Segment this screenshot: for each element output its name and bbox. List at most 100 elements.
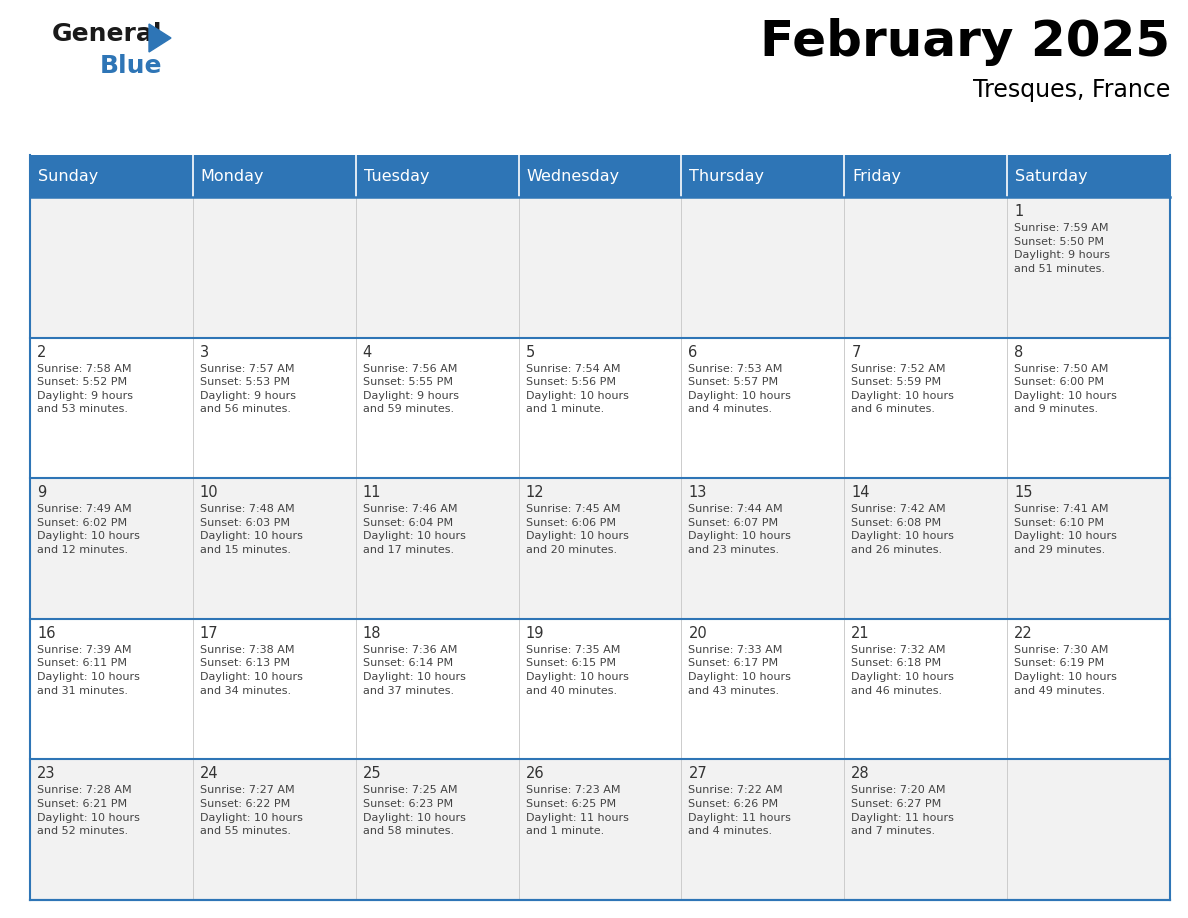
Text: Sunrise: 7:36 AM
Sunset: 6:14 PM
Daylight: 10 hours
and 37 minutes.: Sunrise: 7:36 AM Sunset: 6:14 PM Dayligh… <box>362 644 466 696</box>
Bar <box>355 478 519 619</box>
Text: Sunrise: 7:50 AM
Sunset: 6:00 PM
Daylight: 10 hours
and 9 minutes.: Sunrise: 7:50 AM Sunset: 6:00 PM Dayligh… <box>1015 364 1117 414</box>
Text: Sunrise: 7:35 AM
Sunset: 6:15 PM
Daylight: 10 hours
and 40 minutes.: Sunrise: 7:35 AM Sunset: 6:15 PM Dayligh… <box>525 644 628 696</box>
Text: 2: 2 <box>37 344 46 360</box>
Bar <box>682 619 845 759</box>
Text: Sunrise: 7:41 AM
Sunset: 6:10 PM
Daylight: 10 hours
and 29 minutes.: Sunrise: 7:41 AM Sunset: 6:10 PM Dayligh… <box>1015 504 1117 555</box>
Text: 24: 24 <box>200 767 219 781</box>
Text: Sunrise: 7:46 AM
Sunset: 6:04 PM
Daylight: 10 hours
and 17 minutes.: Sunrise: 7:46 AM Sunset: 6:04 PM Dayligh… <box>362 504 466 555</box>
Text: 12: 12 <box>525 486 544 500</box>
Bar <box>845 478 1007 619</box>
Bar <box>682 197 845 338</box>
Bar <box>845 759 1007 900</box>
Text: Sunrise: 7:32 AM
Sunset: 6:18 PM
Daylight: 10 hours
and 46 minutes.: Sunrise: 7:32 AM Sunset: 6:18 PM Dayligh… <box>852 644 954 696</box>
Text: 21: 21 <box>852 626 870 641</box>
Bar <box>1007 197 1170 338</box>
Bar <box>355 759 519 900</box>
Text: General: General <box>52 22 163 46</box>
Bar <box>30 155 192 197</box>
Text: Sunrise: 7:57 AM
Sunset: 5:53 PM
Daylight: 9 hours
and 56 minutes.: Sunrise: 7:57 AM Sunset: 5:53 PM Dayligh… <box>200 364 296 414</box>
Text: 10: 10 <box>200 486 219 500</box>
Text: 6: 6 <box>688 344 697 360</box>
Text: Friday: Friday <box>852 169 902 184</box>
Text: Sunrise: 7:33 AM
Sunset: 6:17 PM
Daylight: 10 hours
and 43 minutes.: Sunrise: 7:33 AM Sunset: 6:17 PM Dayligh… <box>688 644 791 696</box>
Text: 3: 3 <box>200 344 209 360</box>
Bar <box>519 338 682 478</box>
Text: 22: 22 <box>1015 626 1032 641</box>
Bar <box>30 197 192 338</box>
Bar <box>682 478 845 619</box>
Bar <box>355 155 519 197</box>
Text: 4: 4 <box>362 344 372 360</box>
Text: 23: 23 <box>37 767 56 781</box>
Text: 27: 27 <box>688 767 707 781</box>
Text: 15: 15 <box>1015 486 1032 500</box>
Text: 25: 25 <box>362 767 381 781</box>
Bar <box>519 197 682 338</box>
Bar <box>355 197 519 338</box>
Bar <box>682 338 845 478</box>
Bar <box>519 619 682 759</box>
Text: Sunrise: 7:23 AM
Sunset: 6:25 PM
Daylight: 11 hours
and 1 minute.: Sunrise: 7:23 AM Sunset: 6:25 PM Dayligh… <box>525 786 628 836</box>
Text: 7: 7 <box>852 344 860 360</box>
Text: Sunrise: 7:49 AM
Sunset: 6:02 PM
Daylight: 10 hours
and 12 minutes.: Sunrise: 7:49 AM Sunset: 6:02 PM Dayligh… <box>37 504 140 555</box>
Text: 9: 9 <box>37 486 46 500</box>
Bar <box>192 155 355 197</box>
Polygon shape <box>148 24 171 52</box>
Bar <box>519 155 682 197</box>
Text: Sunrise: 7:20 AM
Sunset: 6:27 PM
Daylight: 11 hours
and 7 minutes.: Sunrise: 7:20 AM Sunset: 6:27 PM Dayligh… <box>852 786 954 836</box>
Bar <box>192 338 355 478</box>
Text: Sunrise: 7:30 AM
Sunset: 6:19 PM
Daylight: 10 hours
and 49 minutes.: Sunrise: 7:30 AM Sunset: 6:19 PM Dayligh… <box>1015 644 1117 696</box>
Bar <box>519 759 682 900</box>
Text: 19: 19 <box>525 626 544 641</box>
Text: 28: 28 <box>852 767 870 781</box>
Bar <box>192 197 355 338</box>
Text: 13: 13 <box>688 486 707 500</box>
Text: 18: 18 <box>362 626 381 641</box>
Text: Sunrise: 7:52 AM
Sunset: 5:59 PM
Daylight: 10 hours
and 6 minutes.: Sunrise: 7:52 AM Sunset: 5:59 PM Dayligh… <box>852 364 954 414</box>
Text: Sunrise: 7:48 AM
Sunset: 6:03 PM
Daylight: 10 hours
and 15 minutes.: Sunrise: 7:48 AM Sunset: 6:03 PM Dayligh… <box>200 504 303 555</box>
Text: 1: 1 <box>1015 204 1023 219</box>
Bar <box>845 338 1007 478</box>
Bar <box>192 619 355 759</box>
Text: Sunrise: 7:28 AM
Sunset: 6:21 PM
Daylight: 10 hours
and 52 minutes.: Sunrise: 7:28 AM Sunset: 6:21 PM Dayligh… <box>37 786 140 836</box>
Bar <box>30 338 192 478</box>
Bar <box>192 759 355 900</box>
Text: Sunrise: 7:25 AM
Sunset: 6:23 PM
Daylight: 10 hours
and 58 minutes.: Sunrise: 7:25 AM Sunset: 6:23 PM Dayligh… <box>362 786 466 836</box>
Text: Wednesday: Wednesday <box>526 169 620 184</box>
Text: Sunrise: 7:22 AM
Sunset: 6:26 PM
Daylight: 11 hours
and 4 minutes.: Sunrise: 7:22 AM Sunset: 6:26 PM Dayligh… <box>688 786 791 836</box>
Text: Sunrise: 7:56 AM
Sunset: 5:55 PM
Daylight: 9 hours
and 59 minutes.: Sunrise: 7:56 AM Sunset: 5:55 PM Dayligh… <box>362 364 459 414</box>
Text: Sunrise: 7:45 AM
Sunset: 6:06 PM
Daylight: 10 hours
and 20 minutes.: Sunrise: 7:45 AM Sunset: 6:06 PM Dayligh… <box>525 504 628 555</box>
Bar <box>30 478 192 619</box>
Text: 11: 11 <box>362 486 381 500</box>
Text: Sunday: Sunday <box>38 169 99 184</box>
Bar <box>1007 338 1170 478</box>
Text: 20: 20 <box>688 626 707 641</box>
Bar <box>519 478 682 619</box>
Text: Sunrise: 7:42 AM
Sunset: 6:08 PM
Daylight: 10 hours
and 26 minutes.: Sunrise: 7:42 AM Sunset: 6:08 PM Dayligh… <box>852 504 954 555</box>
Text: Saturday: Saturday <box>1015 169 1088 184</box>
Text: 16: 16 <box>37 626 56 641</box>
Text: Sunrise: 7:59 AM
Sunset: 5:50 PM
Daylight: 9 hours
and 51 minutes.: Sunrise: 7:59 AM Sunset: 5:50 PM Dayligh… <box>1015 223 1110 274</box>
Text: Blue: Blue <box>100 54 163 78</box>
Bar <box>30 619 192 759</box>
Text: Thursday: Thursday <box>689 169 764 184</box>
Text: 26: 26 <box>525 767 544 781</box>
Bar <box>682 759 845 900</box>
Bar <box>355 619 519 759</box>
Bar <box>845 619 1007 759</box>
Text: Sunrise: 7:44 AM
Sunset: 6:07 PM
Daylight: 10 hours
and 23 minutes.: Sunrise: 7:44 AM Sunset: 6:07 PM Dayligh… <box>688 504 791 555</box>
Text: Sunrise: 7:27 AM
Sunset: 6:22 PM
Daylight: 10 hours
and 55 minutes.: Sunrise: 7:27 AM Sunset: 6:22 PM Dayligh… <box>200 786 303 836</box>
Text: Sunrise: 7:39 AM
Sunset: 6:11 PM
Daylight: 10 hours
and 31 minutes.: Sunrise: 7:39 AM Sunset: 6:11 PM Dayligh… <box>37 644 140 696</box>
Bar <box>845 155 1007 197</box>
Bar <box>30 759 192 900</box>
Bar <box>1007 155 1170 197</box>
Bar <box>682 155 845 197</box>
Bar <box>1007 759 1170 900</box>
Text: Sunrise: 7:53 AM
Sunset: 5:57 PM
Daylight: 10 hours
and 4 minutes.: Sunrise: 7:53 AM Sunset: 5:57 PM Dayligh… <box>688 364 791 414</box>
Text: 5: 5 <box>525 344 535 360</box>
Text: 17: 17 <box>200 626 219 641</box>
Text: Monday: Monday <box>201 169 265 184</box>
Bar <box>845 197 1007 338</box>
Text: Sunrise: 7:58 AM
Sunset: 5:52 PM
Daylight: 9 hours
and 53 minutes.: Sunrise: 7:58 AM Sunset: 5:52 PM Dayligh… <box>37 364 133 414</box>
Bar <box>1007 619 1170 759</box>
